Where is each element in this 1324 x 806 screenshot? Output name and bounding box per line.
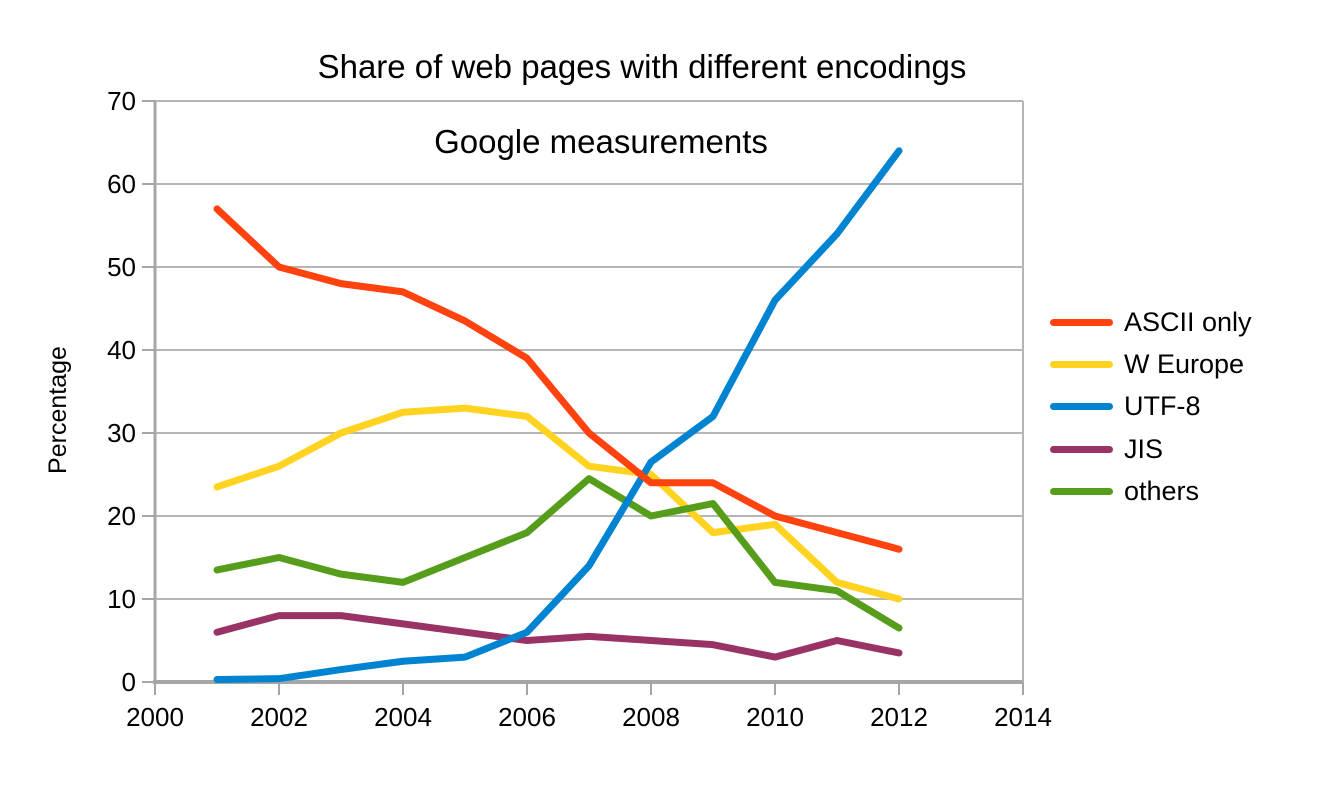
series-line-ascii-only xyxy=(213,205,903,553)
y-axis-title: Percentage xyxy=(44,346,72,474)
legend-swatch xyxy=(1050,403,1113,411)
y-tick-label: 20 xyxy=(107,501,136,531)
x-tick-label: 2006 xyxy=(498,702,556,732)
y-tick-label: 70 xyxy=(107,86,136,116)
chart-subtitle: Google measurements xyxy=(434,123,768,160)
series-line-w-europe xyxy=(213,404,903,603)
legend-item: others xyxy=(1050,470,1252,512)
x-tick-label: 2010 xyxy=(746,702,804,732)
x-tick-label: 2000 xyxy=(126,702,184,732)
legend-swatch xyxy=(1050,445,1113,453)
legend-item: W Europe xyxy=(1050,343,1252,385)
axes xyxy=(142,100,1024,695)
y-tick-label: 40 xyxy=(107,335,136,365)
legend-label: W Europe xyxy=(1124,348,1245,379)
legend-swatch xyxy=(1050,360,1113,368)
x-tick-label: 2008 xyxy=(622,702,680,732)
legend-label: ASCII only xyxy=(1124,306,1252,337)
legend-item: ASCII only xyxy=(1050,301,1252,343)
y-tick-label: 10 xyxy=(107,584,136,614)
x-tick-label: 2002 xyxy=(250,702,308,732)
legend: ASCII only W Europe UTF-8 JIS others xyxy=(1050,301,1252,512)
x-tick-label: 2004 xyxy=(374,702,432,732)
legend-swatch xyxy=(1050,487,1113,495)
legend-label: JIS xyxy=(1124,433,1164,464)
y-tick-label: 0 xyxy=(122,667,136,697)
y-tick-label: 50 xyxy=(107,252,136,282)
y-tick-label: 30 xyxy=(107,418,136,448)
series-line-jis xyxy=(213,612,903,661)
series-lines xyxy=(213,147,903,684)
legend-label: UTF-8 xyxy=(1124,391,1201,422)
y-tick-label: 60 xyxy=(107,169,136,199)
x-tick-label: 2014 xyxy=(994,702,1052,732)
chart-title: Share of web pages with different encodi… xyxy=(317,48,967,85)
series-line-utf-8 xyxy=(213,147,903,684)
legend-label: others xyxy=(1124,475,1200,506)
legend-swatch xyxy=(1050,318,1113,326)
series-line-others xyxy=(213,475,903,632)
legend-item: UTF-8 xyxy=(1050,386,1252,428)
legend-item: JIS xyxy=(1050,428,1252,470)
x-tick-label: 2012 xyxy=(870,702,928,732)
axis-labels: 0 10 20 30 40 50 60 70 2000 2002 2004 2006 2008 2010 2… xyxy=(107,86,1052,732)
